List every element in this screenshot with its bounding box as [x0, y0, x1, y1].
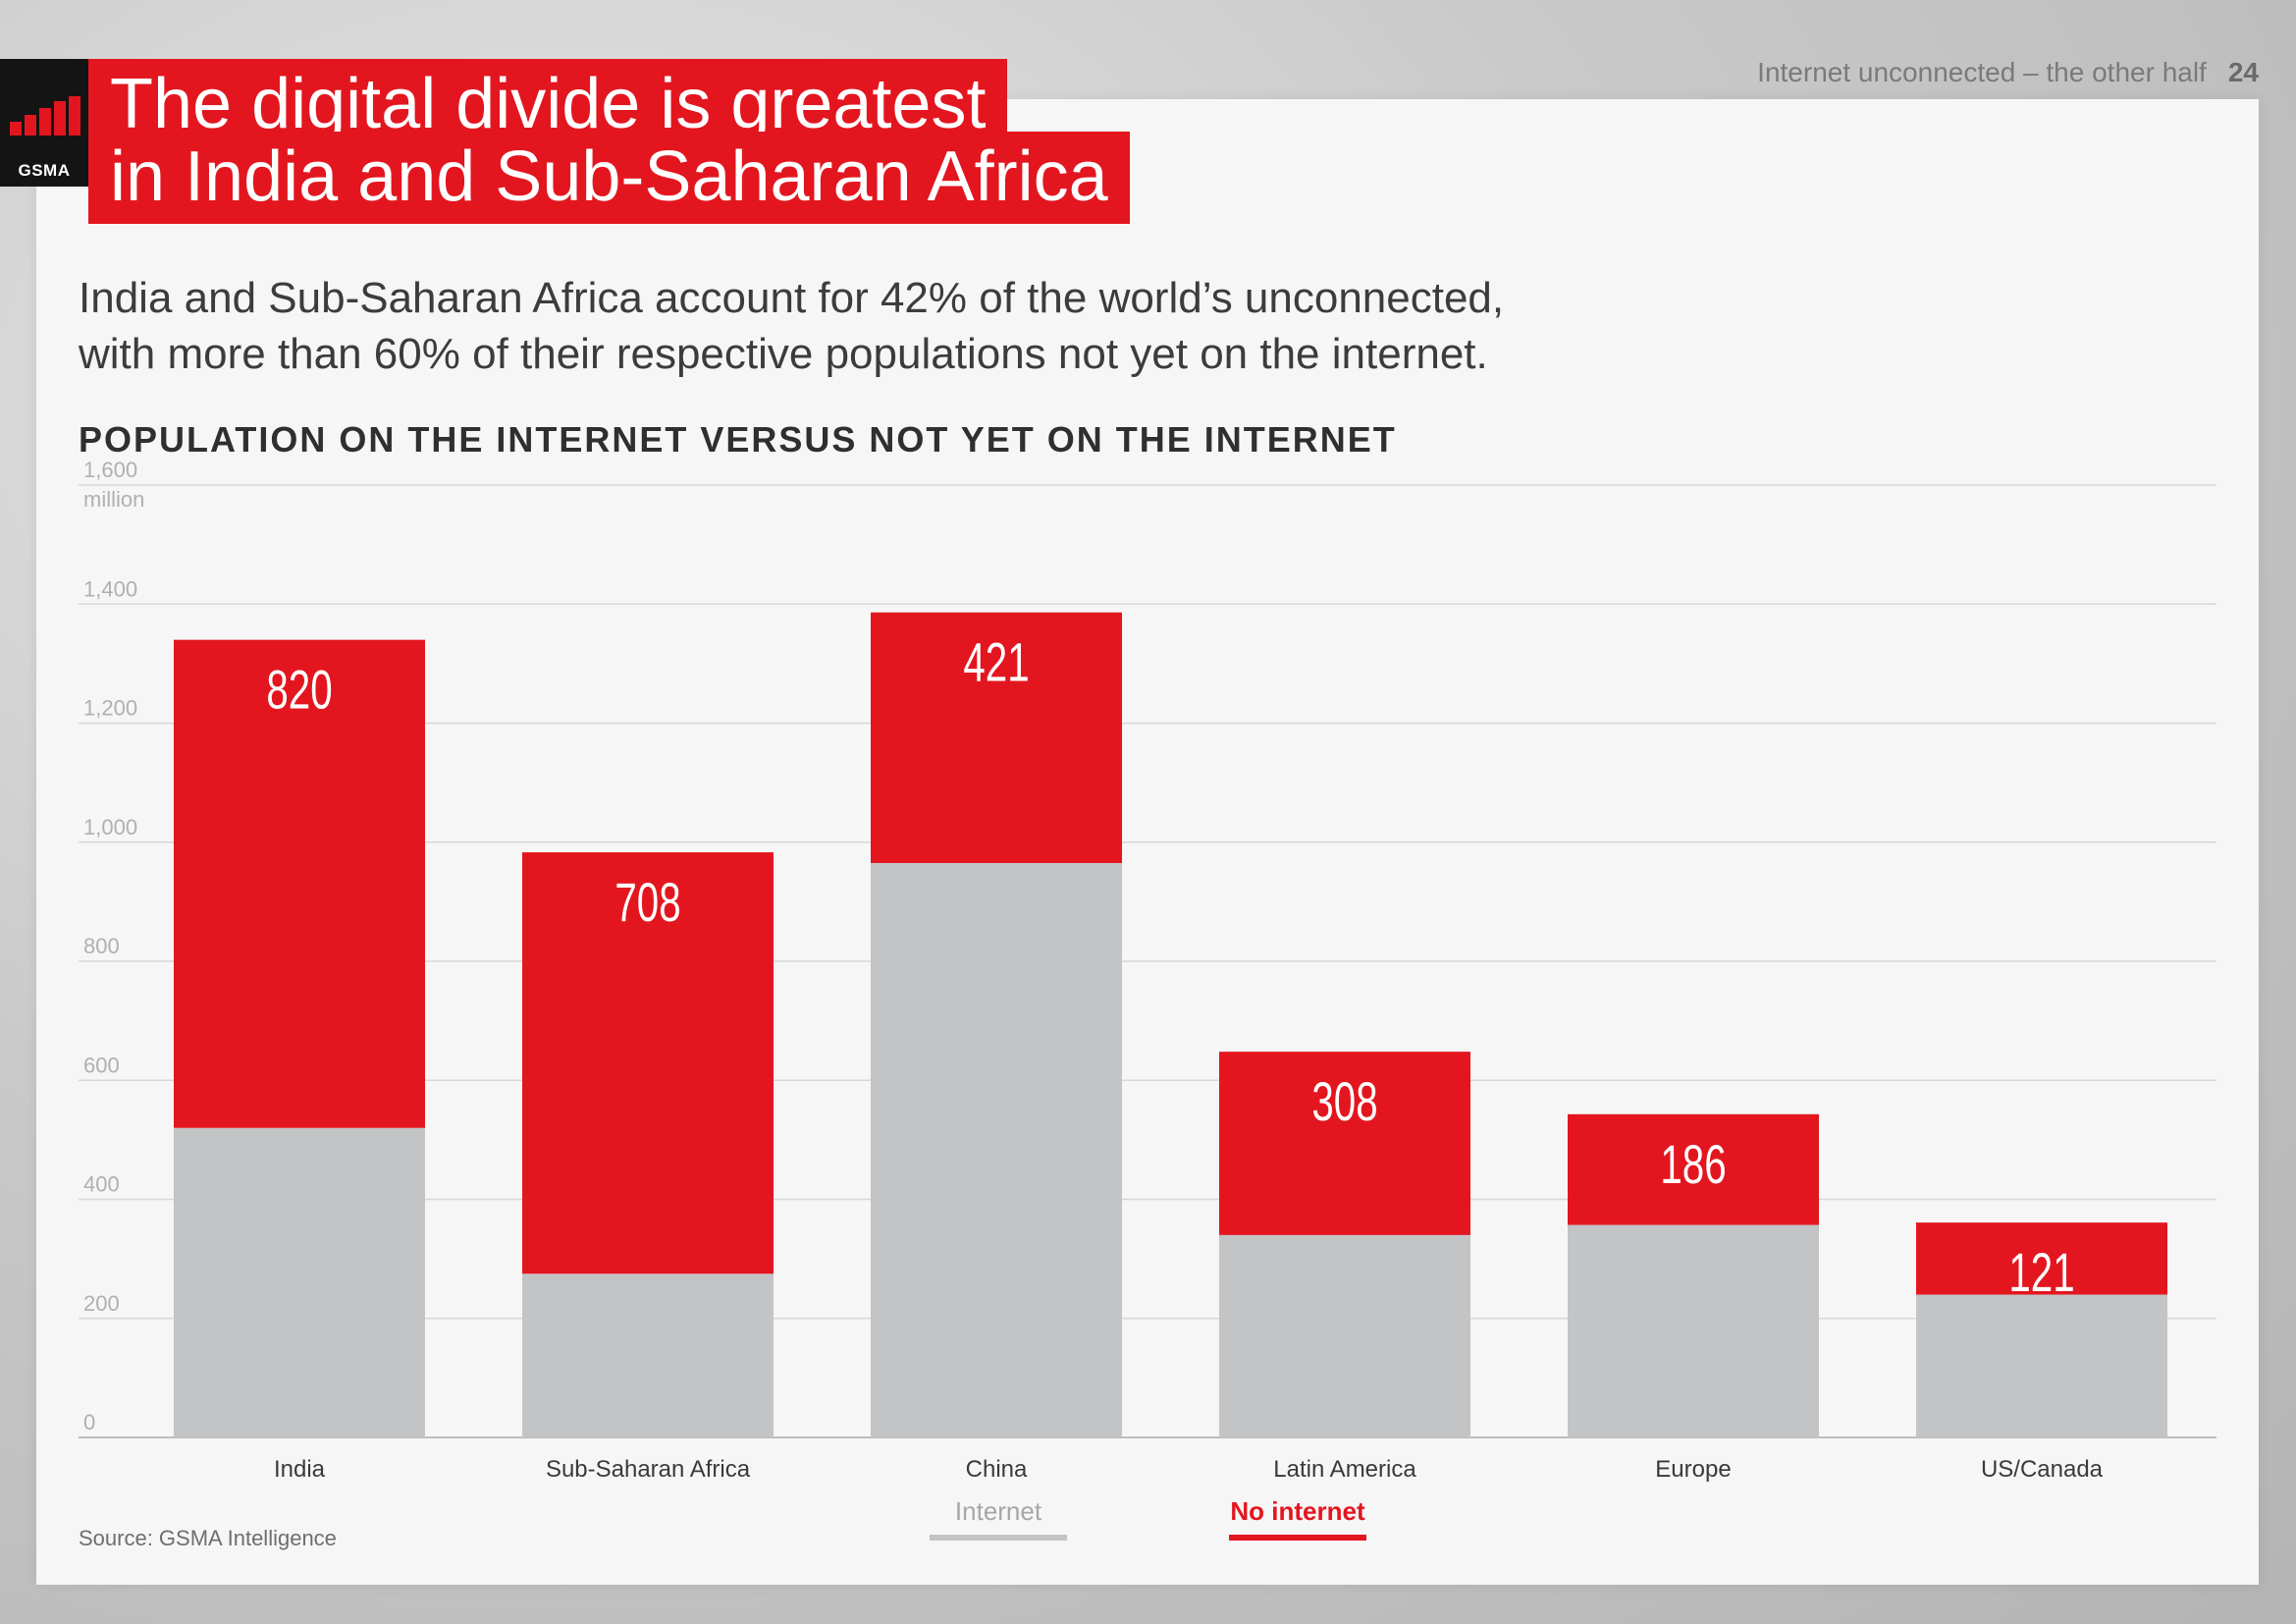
y-tick-label: 1,400 [83, 576, 137, 601]
legend-no-internet: No internet [1229, 1496, 1366, 1541]
page-number: 24 [2227, 57, 2259, 87]
bar-data-label: 308 [1311, 1072, 1377, 1133]
legend-internet-swatch [930, 1535, 1067, 1541]
bar-no-internet [522, 852, 774, 1274]
page-title-line-2: in India and Sub-Saharan Africa [88, 132, 1130, 224]
subtitle-line-2: with more than 60% of their respective p… [79, 330, 1488, 378]
bar-no-internet [174, 639, 425, 1128]
bar-no-internet [1219, 1052, 1470, 1235]
x-category-label: China [966, 1456, 1028, 1483]
running-header: Internet unconnected – the other half 24 [1757, 57, 2259, 88]
document-title: Internet unconnected – the other half [1757, 57, 2207, 87]
logo-text: GSMA [18, 161, 71, 180]
bar-data-label: 820 [266, 660, 332, 721]
chart-title: POPULATION ON THE INTERNET VERSUS NOT YE… [79, 419, 1397, 460]
bar-internet [1916, 1294, 2167, 1437]
gsma-logo: GSMA [0, 59, 88, 187]
subtitle: India and Sub-Saharan Africa account for… [79, 270, 1845, 382]
bar-no-internet [1916, 1222, 2167, 1295]
y-tick-label: 400 [83, 1172, 120, 1197]
bar-internet [174, 1127, 425, 1437]
x-category-label: India [274, 1456, 326, 1483]
y-tick-label: 1,200 [83, 696, 137, 721]
x-category-label: Sub-Saharan Africa [546, 1456, 751, 1483]
bar-internet [871, 862, 1122, 1437]
y-tick-label: 0 [83, 1410, 95, 1435]
bar-data-label: 121 [2008, 1243, 2074, 1304]
source-note: Source: GSMA Intelligence [79, 1526, 337, 1550]
bar-data-label: 708 [614, 873, 680, 934]
y-tick-label: 1,000 [83, 815, 137, 839]
bar-internet [1219, 1234, 1470, 1437]
y-tick-label: 800 [83, 934, 120, 958]
y-tick-label: 1,600 [83, 458, 137, 482]
bar-data-label: 186 [1660, 1134, 1726, 1195]
y-tick-label: 200 [83, 1291, 120, 1316]
x-category-label: Latin America [1273, 1456, 1416, 1483]
legend-no-internet-swatch [1229, 1535, 1366, 1541]
legend-internet-label: Internet [954, 1496, 1042, 1526]
x-category-label: Europe [1655, 1456, 1731, 1483]
y-tick-label: 600 [83, 1053, 120, 1077]
y-axis-unit-label: million [83, 487, 144, 512]
bar-internet [1568, 1224, 1819, 1437]
x-category-label: US/Canada [1981, 1456, 2104, 1483]
bar-no-internet [871, 612, 1122, 863]
subtitle-line-1: India and Sub-Saharan Africa account for… [79, 274, 1505, 322]
bar-data-label: 421 [963, 632, 1029, 693]
bar-no-internet [1568, 1113, 1819, 1225]
legend-no-internet-label: No internet [1230, 1496, 1365, 1526]
signal-bars-icon [10, 96, 80, 135]
bar-internet [522, 1273, 774, 1437]
legend-internet: Internet [930, 1496, 1067, 1541]
